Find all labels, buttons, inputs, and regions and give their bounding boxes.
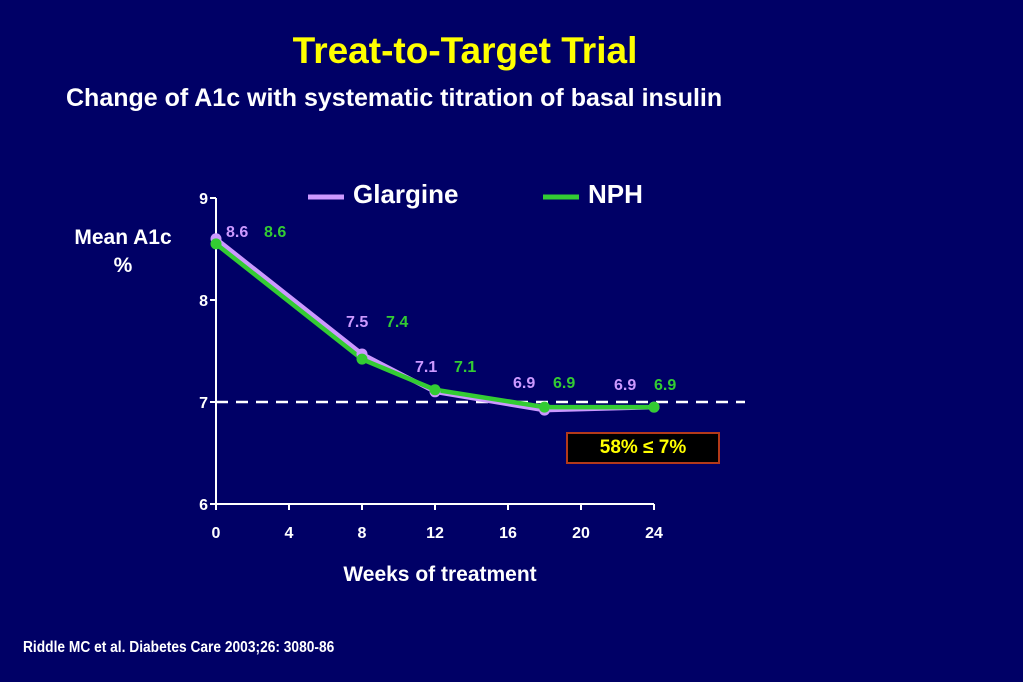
data-label-nph: 6.9 [654,377,676,394]
data-point-nph [429,384,441,396]
data-label-nph: 6.9 [553,375,575,392]
data-point-nph [539,401,550,413]
data-point-nph [356,353,368,365]
series-line-nph [213,241,657,410]
y-axis-label-line1: Mean A1c [74,226,172,249]
slide-subtitle: Change of A1c with systematic titration … [66,84,723,112]
y-tick-label: 6 [199,497,208,514]
data-label-glargine: 8.6 [226,224,248,241]
series-points [210,233,660,416]
chart-axes: 6 7 8 9 0 4 8 12 16 20 24 [199,191,663,542]
data-label-glargine: 7.5 [346,314,368,331]
y-axis-label-line2: % [113,254,133,277]
x-tick-label: 8 [358,525,367,542]
y-tick-label: 7 [199,395,208,412]
citation: Riddle MC et al. Diabetes Care 2003;26: … [23,639,335,656]
x-axis-label: Weeks of treatment [343,563,537,586]
legend-label-glargine: Glargine [353,179,458,209]
y-axis-label: Mean A1c % [48,224,198,280]
data-label-glargine: 6.9 [614,377,636,394]
data-label-nph: 8.6 [264,224,286,241]
data-label-nph: 7.4 [386,314,408,331]
y-tick-label: 8 [199,293,208,310]
x-tick-label: 0 [212,525,221,542]
data-labels: 8.6 7.5 7.1 6.9 6.9 8.6 7.4 7.1 6.9 6.9 [226,224,676,394]
data-label-glargine: 7.1 [415,359,437,376]
x-tick-label: 20 [572,525,590,542]
data-point-nph [648,401,660,413]
legend-label-nph: NPH [588,179,643,209]
slide-title: Treat-to-Target Trial [292,30,638,71]
data-point-nph [210,238,222,250]
data-label-glargine: 6.9 [513,375,535,392]
target-callout: 58% ≤ 7% [566,432,720,464]
x-tick-label: 4 [285,525,294,542]
x-tick-label: 12 [426,525,444,542]
data-label-nph: 7.1 [454,359,476,376]
legend: Glargine NPH [308,179,643,209]
x-tick-label: 16 [499,525,517,542]
y-tick-label: 9 [199,191,208,208]
x-tick-label: 24 [645,525,663,542]
